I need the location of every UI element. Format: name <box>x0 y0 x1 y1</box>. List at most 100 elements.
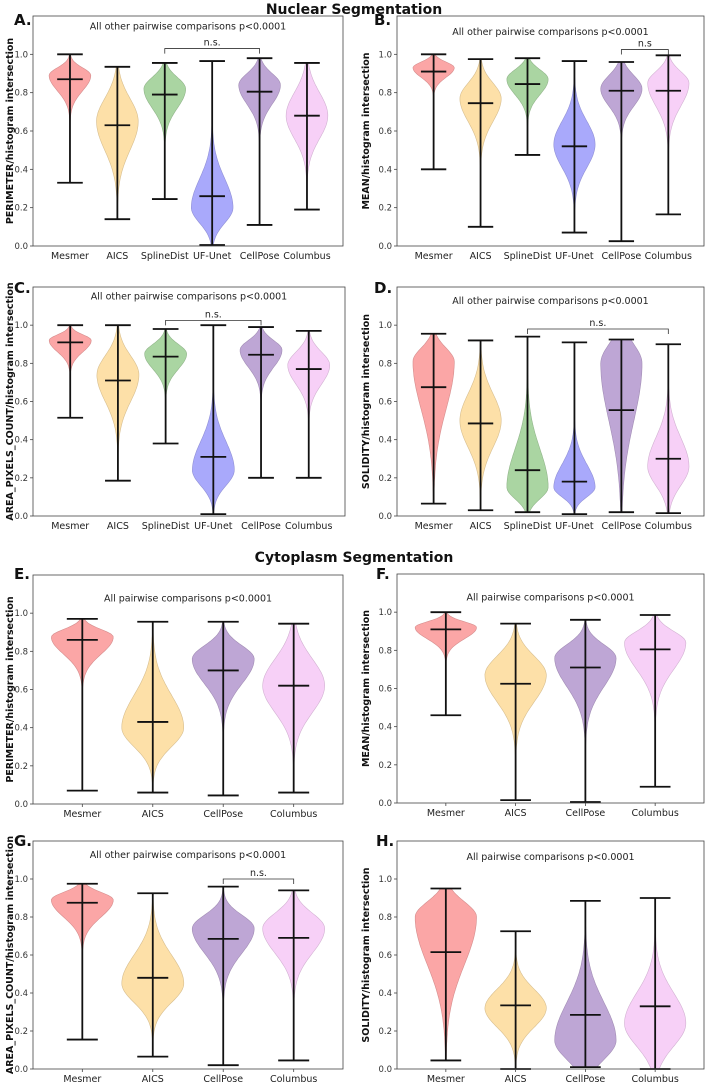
y-tick-label: 0.4 <box>378 989 392 999</box>
y-tick-label: 0.8 <box>378 89 392 99</box>
x-tick-label: AICS <box>505 808 527 819</box>
y-tick-label: 0.4 <box>14 989 28 999</box>
bracket-label: n.s. <box>205 309 222 320</box>
violin-mesmer <box>51 617 114 792</box>
y-tick-label: 0.0 <box>14 242 28 252</box>
y-tick-label: 0.6 <box>378 127 392 137</box>
y-tick-label: 0.6 <box>378 398 392 408</box>
y-axis-label: SOLIDITY/histogram intersection <box>361 314 372 489</box>
significance-annotation: All other pairwise comparisons p<0.0001 <box>452 296 648 307</box>
violin-cellpose <box>554 899 617 1068</box>
y-tick-label: 0.4 <box>378 165 392 175</box>
y-tick-label: 0.8 <box>378 646 392 656</box>
violin-aics <box>484 622 547 802</box>
y-axis-label: PERIMETER/histogram intersection <box>5 38 16 225</box>
violin-aics <box>96 65 139 221</box>
y-tick-label: 0.6 <box>14 686 28 696</box>
violin-cellpose <box>191 620 255 797</box>
bracket-label: n.s. <box>589 318 606 329</box>
panel-label: G. <box>14 832 32 850</box>
y-tick-label: 0.0 <box>14 800 28 810</box>
violin-columbus <box>624 897 687 1070</box>
violin-cellpose <box>191 885 255 1067</box>
y-tick-label: 0.2 <box>14 762 28 772</box>
y-tick-label: 0.2 <box>14 204 28 214</box>
panel-label: H. <box>376 832 394 850</box>
panel-label: A. <box>14 11 32 29</box>
x-tick-label: Columbus <box>645 521 692 532</box>
significance-annotation: All other pairwise comparisons p<0.0001 <box>91 291 287 302</box>
y-tick-label: 1.0 <box>14 875 28 885</box>
x-tick-label: UF-Unet <box>555 251 594 262</box>
x-tick-label: SplineDist <box>504 521 552 532</box>
x-tick-label: Columbus <box>631 1074 678 1084</box>
x-tick-label: AICS <box>107 521 129 532</box>
x-tick-label: CellPose <box>203 1074 243 1084</box>
x-tick-label: SplineDist <box>504 251 552 262</box>
x-tick-label: AICS <box>142 809 164 820</box>
significance-bracket <box>222 878 295 884</box>
violin-cellpose <box>600 338 643 514</box>
significance-annotation: All other pairwise comparisons p<0.0001 <box>452 27 648 38</box>
y-tick-label: 0.0 <box>378 799 392 809</box>
significance-bracket <box>164 48 260 54</box>
violin-mesmer <box>51 882 114 1041</box>
violin-uf-unet <box>553 60 596 234</box>
y-tick-label: 0.2 <box>14 1027 28 1037</box>
violin-aics <box>121 892 185 1058</box>
y-tick-label: 0.2 <box>378 1027 392 1037</box>
violin-uf-unet <box>553 341 596 515</box>
y-tick-label: 0.8 <box>14 647 28 657</box>
significance-annotation: All pairwise comparisons p<0.0001 <box>466 593 634 604</box>
x-tick-label: Mesmer <box>63 809 101 820</box>
y-tick-label: 0.2 <box>378 204 392 214</box>
y-tick-label: 1.0 <box>378 875 392 885</box>
violin-cellpose <box>600 61 643 243</box>
significance-annotation: All pairwise comparisons p<0.0001 <box>104 594 272 605</box>
y-tick-label: 1.0 <box>378 608 392 618</box>
x-tick-label: CellPose <box>566 1074 606 1084</box>
x-tick-label: AICS <box>106 251 128 262</box>
x-tick-label: CellPose <box>203 809 243 820</box>
x-tick-label: Mesmer <box>427 1074 465 1084</box>
y-tick-label: 0.8 <box>14 913 28 923</box>
violin-columbus <box>624 614 687 788</box>
panel-label: E. <box>14 565 30 583</box>
violin-splinedist <box>144 328 187 445</box>
x-tick-label: UF-Unet <box>555 521 594 532</box>
y-tick-label: 0.2 <box>378 761 392 771</box>
violin-aics <box>459 339 502 512</box>
bracket-label: n.s <box>638 39 652 50</box>
x-tick-label: CellPose <box>240 251 280 262</box>
y-tick-label: 1.0 <box>14 321 28 331</box>
y-tick-label: 0.8 <box>378 359 392 369</box>
panel-c: Mesmer AICS SplineDist UF-Unet CellPose Colum… <box>5 279 346 532</box>
y-tick-label: 0.4 <box>14 436 28 446</box>
violin-columbus <box>647 54 690 216</box>
x-tick-label: Mesmer <box>415 521 453 532</box>
y-tick-label: 0.2 <box>14 474 28 484</box>
x-tick-label: Columbus <box>645 251 692 262</box>
bracket-label: n.s. <box>250 868 267 879</box>
violin-aics <box>96 324 140 482</box>
violin-aics <box>459 58 502 228</box>
y-axis-label: AREA_PIXELS_COUNT/histogram intersection <box>5 282 16 520</box>
plot-frame <box>396 15 705 247</box>
x-tick-label: AICS <box>470 521 492 532</box>
bracket-label: n.s. <box>204 38 221 49</box>
y-axis-label: PERIMETER/histogram intersection <box>5 596 16 783</box>
x-tick-label: UF-Unet <box>194 521 233 532</box>
significance-bracket <box>620 49 669 55</box>
panel-label: F. <box>376 565 390 583</box>
violin-columbus <box>647 343 690 515</box>
y-tick-label: 0.6 <box>378 951 392 961</box>
y-tick-label: 0.0 <box>14 1065 28 1075</box>
x-tick-label: SplineDist <box>142 521 190 532</box>
x-tick-label: Columbus <box>270 809 317 820</box>
violin-mesmer <box>414 887 477 1062</box>
y-tick-label: 0.8 <box>14 89 28 99</box>
y-axis-label: MEAN/histogram intersection <box>361 52 372 209</box>
y-tick-label: 0.4 <box>378 723 392 733</box>
y-tick-label: 0.6 <box>14 951 28 961</box>
